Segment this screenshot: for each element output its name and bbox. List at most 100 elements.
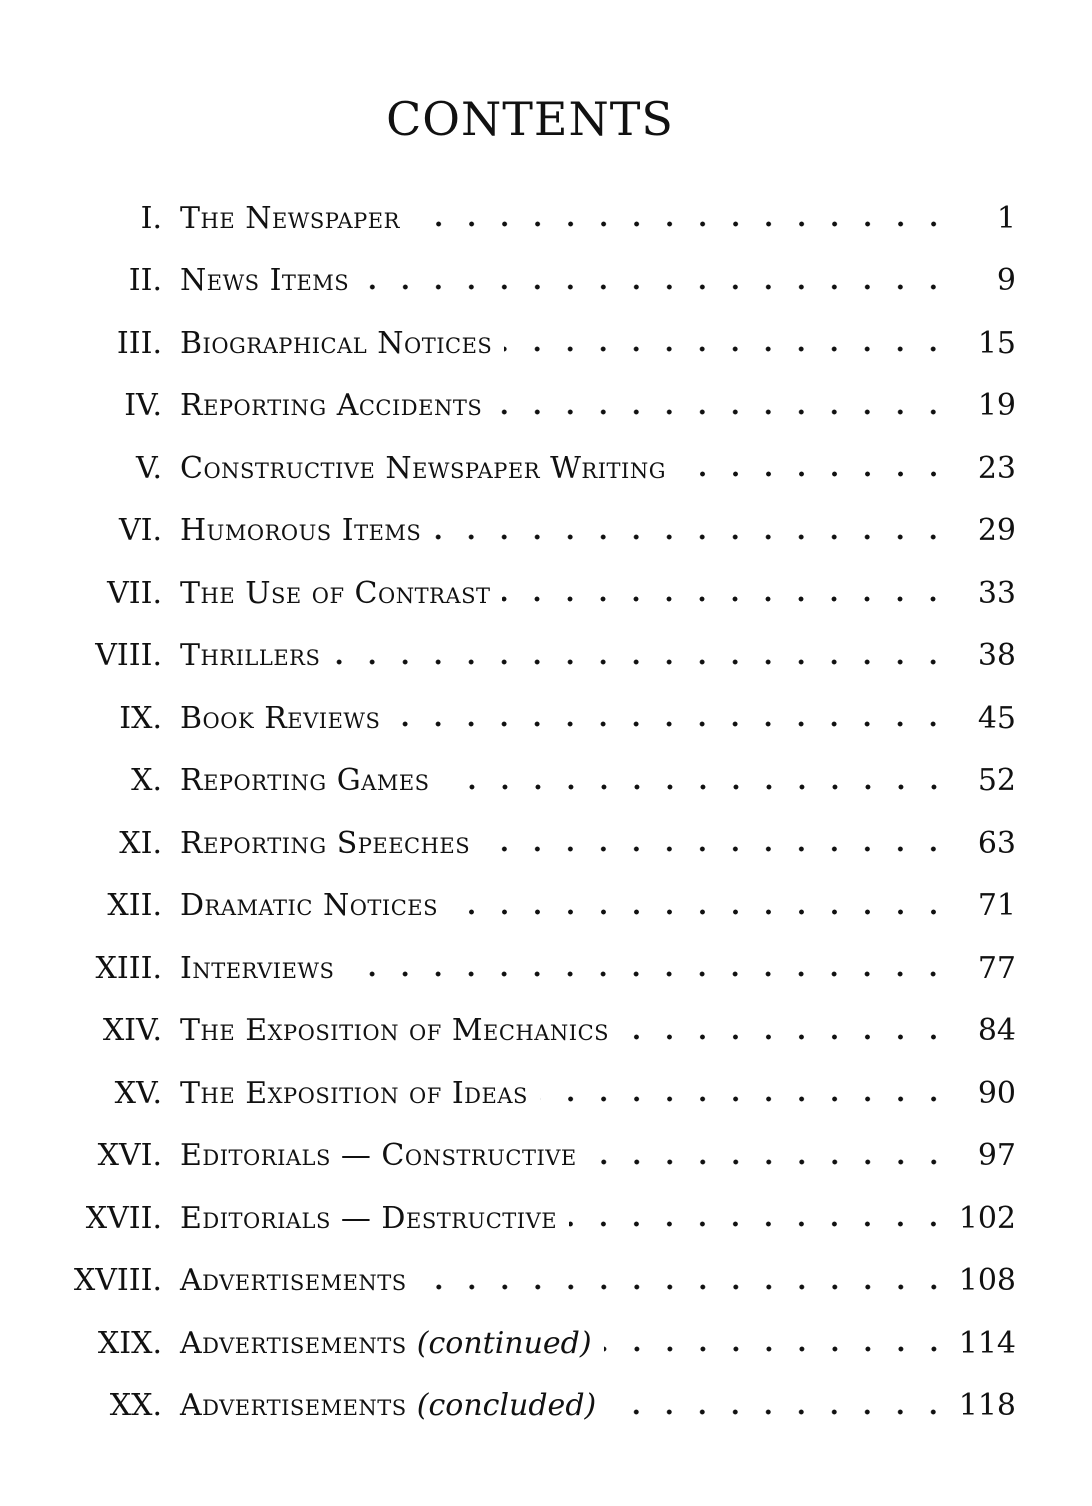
chapter-title-text: Editorials — Constructive <box>180 1138 577 1173</box>
toc-entry: VII. The Use of Contrast 33 <box>0 565 1092 621</box>
toc-entry: IX. Book Reviews 45 <box>0 690 1092 746</box>
dot-leader <box>677 470 950 478</box>
toc-entry: XIX. Advertisements (continued) 114 <box>0 1315 1092 1371</box>
page-number: 63 <box>977 825 1016 861</box>
chapter-numeral: XV. <box>114 1075 162 1111</box>
chapter-title: Reporting Speeches <box>180 826 470 861</box>
chapter-numeral: I. <box>140 200 162 236</box>
chapter-title-text: Advertisements <box>180 1325 407 1361</box>
dot-leader <box>450 907 950 916</box>
page-number: 45 <box>977 700 1016 736</box>
dot-leader <box>504 345 950 353</box>
chapter-title-text: News Items <box>180 263 350 298</box>
toc-entry: II. News Items 9 <box>0 253 1092 309</box>
chapter-numeral: XVI. <box>97 1138 162 1173</box>
page-number: 38 <box>977 638 1016 673</box>
dot-leader <box>332 657 950 666</box>
dot-leader <box>392 720 950 728</box>
toc-entry: VIII. Thrillers 38 <box>0 628 1092 684</box>
dot-leader <box>502 595 950 603</box>
dot-leader <box>482 845 950 853</box>
toc-entry: XVII. Editorials — Destructive 102 <box>0 1190 1092 1246</box>
toc-entry: IV. Reporting Accidents 19 <box>0 378 1092 434</box>
chapter-title-text: Reporting Speeches <box>180 825 471 861</box>
chapter-title: Constructive Newspaper Writing <box>180 451 666 486</box>
toc-entry: III. Biographical Notices 15 <box>0 315 1092 371</box>
chapter-title-text: Advertisements <box>180 1263 407 1298</box>
chapter-title-text: Book Reviews <box>180 700 381 736</box>
chapter-title: News Items <box>180 263 349 298</box>
toc-entry: VI. Humorous Items 29 <box>0 503 1092 559</box>
dot-leader <box>539 1095 950 1103</box>
page-number: 102 <box>958 1200 1016 1236</box>
chapter-title: The Use of Contrast <box>180 576 490 611</box>
toc-entry: XVI. Editorials — Constructive 97 <box>0 1128 1092 1184</box>
chapter-title: Advertisements (continued) <box>180 1326 592 1361</box>
chapter-title: The Newspaper <box>180 201 400 236</box>
page-number: 33 <box>977 575 1016 611</box>
page-number: 77 <box>977 950 1016 986</box>
toc-entry: XX. Advertisements (concluded) 118 <box>0 1378 1092 1434</box>
chapter-numeral: XIII. <box>95 950 162 986</box>
chapter-title: Biographical Notices <box>180 326 492 361</box>
chapter-title: Editorials — Destructive <box>180 1201 557 1236</box>
dot-leader <box>346 970 950 978</box>
chapter-title: The Exposition of Mechanics <box>180 1013 609 1048</box>
chapter-numeral: IV. <box>124 388 162 423</box>
chapter-title-text: The Newspaper <box>180 200 400 236</box>
chapter-numeral: IX. <box>119 700 162 736</box>
dot-leader <box>588 1157 950 1166</box>
dot-leader <box>361 282 950 291</box>
page-number: 71 <box>977 888 1016 923</box>
toc-entry: XII. Dramatic Notices 71 <box>0 878 1092 934</box>
chapter-numeral: XII. <box>107 888 162 923</box>
chapter-title-text: Dramatic Notices <box>180 888 439 923</box>
chapter-title-text: Advertisements <box>180 1388 407 1423</box>
dot-leader <box>621 1032 950 1041</box>
dot-leader <box>411 220 950 228</box>
page-title: CONTENTS <box>386 92 674 146</box>
dot-leader <box>494 407 950 416</box>
chapter-title-text: Biographical Notices <box>180 325 493 361</box>
toc-entry: XIII. Interviews 77 <box>0 940 1092 996</box>
page-number: 84 <box>977 1013 1016 1048</box>
chapter-numeral: XVII. <box>85 1200 162 1236</box>
page-number: 23 <box>977 450 1016 486</box>
chapter-title: Interviews <box>180 951 334 986</box>
chapter-title-text: Interviews <box>180 950 335 986</box>
chapter-numeral: XI. <box>119 825 162 861</box>
chapter-title: Book Reviews <box>180 701 380 736</box>
chapter-title-note: (concluded) <box>416 1388 597 1423</box>
chapter-title: Reporting Accidents <box>180 388 482 423</box>
chapter-numeral: X. <box>131 763 162 798</box>
chapter-title-text: The Exposition of Mechanics <box>180 1013 610 1048</box>
chapter-numeral: VI. <box>118 513 162 548</box>
dot-leader <box>433 532 950 541</box>
chapter-title-text: Editorials — Destructive <box>180 1200 558 1236</box>
chapter-numeral: VII. <box>107 575 162 611</box>
dot-leader <box>441 782 950 791</box>
chapter-title-text: Reporting Accidents <box>180 388 483 423</box>
toc-entry: V. Constructive Newspaper Writing 23 <box>0 440 1092 496</box>
chapter-title: The Exposition of Ideas <box>180 1076 528 1111</box>
chapter-title: Dramatic Notices <box>180 888 438 923</box>
toc-entry: XIV. The Exposition of Mechanics 84 <box>0 1003 1092 1059</box>
chapter-title-text: The Exposition of Ideas <box>180 1075 528 1111</box>
chapter-title-text: Reporting Games <box>180 763 430 798</box>
chapter-title-text: Thrillers <box>180 638 321 673</box>
chapter-numeral: XIX. <box>97 1325 162 1361</box>
toc-entry: XVIII. Advertisements 108 <box>0 1253 1092 1309</box>
dot-leader <box>603 1345 950 1353</box>
chapter-numeral: XIV. <box>102 1013 162 1048</box>
page-number: 15 <box>977 325 1016 361</box>
chapter-title: Advertisements (concluded) <box>180 1388 596 1423</box>
chapter-numeral: XVIII. <box>73 1263 162 1298</box>
toc-entry: X. Reporting Games 52 <box>0 753 1092 809</box>
chapter-title-text: Humorous Items <box>180 513 422 548</box>
dot-leader <box>569 1220 950 1228</box>
chapter-title: Reporting Games <box>180 763 430 798</box>
chapter-title: Humorous Items <box>180 513 421 548</box>
page-number: 9 <box>996 263 1016 298</box>
dot-leader <box>418 1282 950 1291</box>
toc-entry: XI. Reporting Speeches 63 <box>0 815 1092 871</box>
